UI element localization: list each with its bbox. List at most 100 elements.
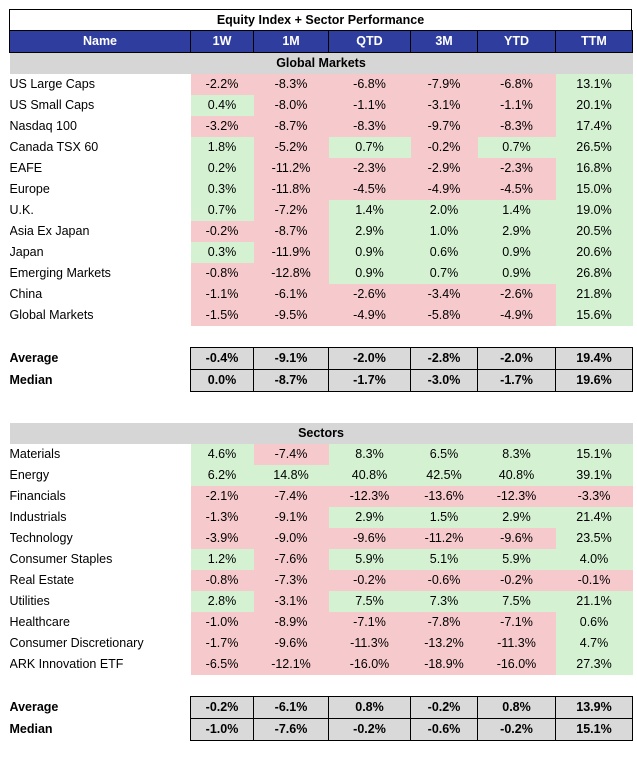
row-name: Japan (10, 242, 191, 263)
cell-1w: -0.8% (191, 570, 254, 591)
cell-3m: 0.6% (411, 242, 478, 263)
row-name: China (10, 284, 191, 305)
cell-1m: -7.4% (254, 486, 329, 507)
table-row: Emerging Markets-0.8%-12.8%0.9%0.7%0.9%2… (10, 263, 633, 284)
cell-ttm: 20.6% (556, 242, 633, 263)
cell-1m: -9.5% (254, 305, 329, 326)
cell-qtd: 8.3% (329, 444, 411, 465)
cell-qtd: 40.8% (329, 465, 411, 486)
cell-1w: 0.2% (191, 158, 254, 179)
column-header-ytd[interactable]: YTD (478, 31, 556, 53)
cell-1m: -9.0% (254, 528, 329, 549)
cell-qtd: 7.5% (329, 591, 411, 612)
cell-3m: 0.7% (411, 263, 478, 284)
column-header-qtd[interactable]: QTD (329, 31, 411, 53)
table-row: Healthcare-1.0%-8.9%-7.1%-7.8%-7.1%0.6% (10, 612, 633, 633)
cell-1w: -1.1% (191, 284, 254, 305)
cell-1w: -6.5% (191, 654, 254, 675)
column-header-name[interactable]: Name (10, 31, 191, 53)
cell-1m: -8.7% (254, 221, 329, 242)
cell-qtd: -6.8% (329, 74, 411, 95)
table-row: Technology-3.9%-9.0%-9.6%-11.2%-9.6%23.5… (10, 528, 633, 549)
cell-qtd: 0.9% (329, 242, 411, 263)
cell-qtd: -11.3% (329, 633, 411, 654)
cell-ttm: 39.1% (556, 465, 633, 486)
cell-ytd: 0.9% (478, 263, 556, 284)
table-row: U.K.0.7%-7.2%1.4%2.0%1.4%19.0% (10, 200, 633, 221)
cell-ttm: 4.7% (556, 633, 633, 654)
cell-qtd: -4.9% (329, 305, 411, 326)
cell-1m: -8.7% (254, 116, 329, 137)
cell-ttm: 4.0% (556, 549, 633, 570)
cell-1w: -0.2% (191, 221, 254, 242)
cell-1m: -8.9% (254, 612, 329, 633)
cell-1m: 14.8% (254, 465, 329, 486)
cell-qtd: -4.5% (329, 179, 411, 200)
cell-qtd: -1.1% (329, 95, 411, 116)
cell-ttm: 15.0% (556, 179, 633, 200)
global-average-row: Average-0.4%-9.1%-2.0%-2.8%-2.0%19.4% (10, 348, 633, 370)
cell-ttm: 23.5% (556, 528, 633, 549)
table-row: China-1.1%-6.1%-2.6%-3.4%-2.6%21.8% (10, 284, 633, 305)
cell-ttm: 20.1% (556, 95, 633, 116)
cell-ttm: 15.6% (556, 305, 633, 326)
row-name: Emerging Markets (10, 263, 191, 284)
cell-3m: -13.6% (411, 486, 478, 507)
cell-qtd: 1.4% (329, 200, 411, 221)
spacer-row (10, 392, 633, 414)
cell-ytd: 5.9% (478, 549, 556, 570)
table-row: ARK Innovation ETF-6.5%-12.1%-16.0%-18.9… (10, 654, 633, 675)
cell-1w: 1.2% (191, 549, 254, 570)
cell-1w: 0.3% (191, 242, 254, 263)
cell-3m: -4.9% (411, 179, 478, 200)
cell-ttm: 15.1% (556, 444, 633, 465)
table-row: Real Estate-0.8%-7.3%-0.2%-0.6%-0.2%-0.1… (10, 570, 633, 591)
performance-table: Name 1W 1M QTD 3M YTD TTM Global Markets… (9, 30, 633, 762)
cell-1m: -9.6% (254, 633, 329, 654)
cell-3m: 1.0% (411, 221, 478, 242)
sectors-median-cell-1m: -7.6% (254, 719, 329, 741)
sectors-section-title: Sectors (10, 423, 633, 444)
sectors-median-cell-3m: -0.6% (411, 719, 478, 741)
row-name: Canada TSX 60 (10, 137, 191, 158)
row-name: EAFE (10, 158, 191, 179)
sectors-average-cell-qtd: 0.8% (329, 697, 411, 719)
cell-3m: 1.5% (411, 507, 478, 528)
row-name: Financials (10, 486, 191, 507)
column-header-1m[interactable]: 1M (254, 31, 329, 53)
cell-ytd: -11.3% (478, 633, 556, 654)
column-header-1w[interactable]: 1W (191, 31, 254, 53)
sectors-median-cell-1w: -1.0% (191, 719, 254, 741)
cell-1m: -11.8% (254, 179, 329, 200)
sectors-average-cell-ttm: 13.9% (556, 697, 633, 719)
cell-1w: -3.2% (191, 116, 254, 137)
global-average-cell-1m: -9.1% (254, 348, 329, 370)
cell-ttm: 21.1% (556, 591, 633, 612)
cell-1w: 1.8% (191, 137, 254, 158)
cell-qtd: -16.0% (329, 654, 411, 675)
cell-3m: -7.8% (411, 612, 478, 633)
cell-1m: -7.3% (254, 570, 329, 591)
global-average-cell-3m: -2.8% (411, 348, 478, 370)
global-section-header: Global Markets (10, 53, 633, 75)
cell-1m: -5.2% (254, 137, 329, 158)
cell-3m: -9.7% (411, 116, 478, 137)
cell-3m: -0.2% (411, 137, 478, 158)
global-median-cell-ttm: 19.6% (556, 370, 633, 392)
cell-ttm: 26.8% (556, 263, 633, 284)
cell-ttm: 20.5% (556, 221, 633, 242)
sectors-median-label: Median (10, 719, 191, 741)
column-header-ttm[interactable]: TTM (556, 31, 633, 53)
table-row: Industrials-1.3%-9.1%2.9%1.5%2.9%21.4% (10, 507, 633, 528)
cell-qtd: 0.7% (329, 137, 411, 158)
column-header-3m[interactable]: 3M (411, 31, 478, 53)
row-name: Europe (10, 179, 191, 200)
cell-ttm: 27.3% (556, 654, 633, 675)
cell-ytd: 8.3% (478, 444, 556, 465)
cell-3m: -11.2% (411, 528, 478, 549)
